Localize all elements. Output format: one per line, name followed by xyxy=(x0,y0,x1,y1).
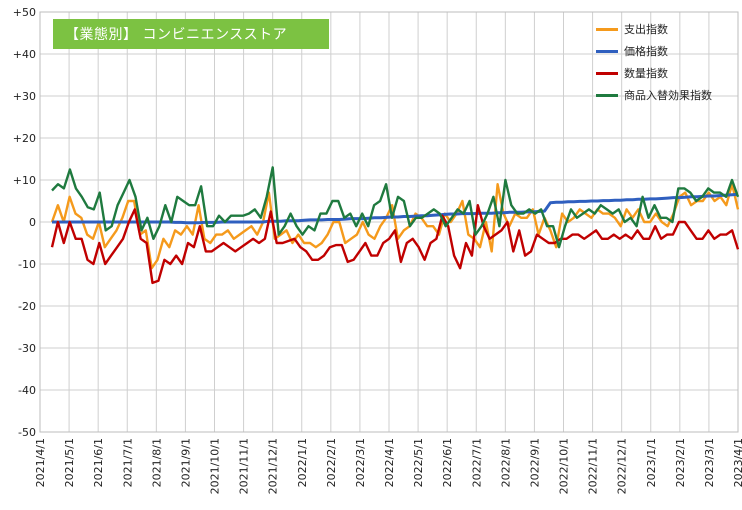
x-tick-label: 2021/7/1 xyxy=(121,438,134,487)
x-tick-label: 2021/9/1 xyxy=(179,438,192,487)
legend-label-price: 価格指数 xyxy=(624,45,668,58)
x-tick-label: 2022/3/1 xyxy=(354,438,367,487)
series-line-2 xyxy=(50,203,740,285)
x-tick-label: 2022/6/1 xyxy=(441,438,454,487)
x-tick-label: 2023/4/1 xyxy=(732,438,742,487)
y-tick-label: +20 xyxy=(13,132,36,145)
x-tick-label: 2022/10/1 xyxy=(558,438,571,494)
series-line-0 xyxy=(50,182,740,270)
x-tick-label: 2021/8/1 xyxy=(150,438,163,487)
legend-label-spending: 支出指数 xyxy=(624,23,668,36)
y-tick-label: -20 xyxy=(18,300,36,313)
x-tick-label: 2022/2/1 xyxy=(325,438,338,487)
y-tick-label: +50 xyxy=(13,6,36,19)
legend-swatch-replacement xyxy=(596,93,618,97)
x-tick-label: 2022/11/1 xyxy=(587,438,600,494)
y-tick-label: -50 xyxy=(18,426,36,439)
y-tick-label: +10 xyxy=(13,174,36,187)
x-tick-label: 2023/2/1 xyxy=(674,438,687,487)
y-tick-label: -30 xyxy=(18,342,36,355)
legend-item-quantity: 数量指数 xyxy=(596,62,712,84)
x-tick-label: 2022/4/1 xyxy=(383,438,396,487)
legend-swatch-spending xyxy=(596,27,618,31)
plot-border xyxy=(39,11,739,433)
x-axis-ticks: 2021/4/1 2021/5/1 2021/6/1 2021/7/1 2021/8/1… xyxy=(34,438,742,494)
series-line-3 xyxy=(51,166,740,249)
y-tick-label: 0 xyxy=(29,216,36,229)
legend-swatch-quantity xyxy=(596,71,618,75)
x-tick-label: 2022/12/1 xyxy=(616,438,629,494)
legend-item-price: 価格指数 xyxy=(596,40,712,62)
y-tick-label: +40 xyxy=(13,48,36,61)
x-tick-label: 2022/9/1 xyxy=(528,438,541,487)
legend: 支出指数 価格指数 数量指数 商品入替効果指数 xyxy=(596,18,712,106)
y-tick-label: -40 xyxy=(18,384,36,397)
x-tick-label: 2021/5/1 xyxy=(63,438,76,487)
x-tick-label: 2021/4/1 xyxy=(34,438,47,487)
x-tick-label: 2022/8/1 xyxy=(499,438,512,487)
x-tick-label: 2022/7/1 xyxy=(470,438,483,487)
legend-label-quantity: 数量指数 xyxy=(624,67,668,80)
legend-item-spending: 支出指数 xyxy=(596,18,712,40)
x-tick-label: 2021/10/1 xyxy=(209,438,222,494)
series-line-1 xyxy=(52,192,739,225)
x-tick-label: 2021/12/1 xyxy=(267,438,280,494)
y-tick-label: -10 xyxy=(18,258,36,271)
x-tick-label: 2023/3/1 xyxy=(703,438,716,487)
chart-title: 【業態別】 コンビニエンスストア xyxy=(53,19,329,49)
x-tick-label: 2021/11/1 xyxy=(238,438,251,494)
x-tick-label: 2023/1/1 xyxy=(645,438,658,487)
y-tick-label: +30 xyxy=(13,90,36,103)
legend-label-replacement: 商品入替効果指数 xyxy=(624,89,712,102)
x-tick-label: 2021/6/1 xyxy=(92,438,105,487)
legend-item-replacement: 商品入替効果指数 xyxy=(596,84,712,106)
x-tick-label: 2022/1/1 xyxy=(296,438,309,487)
legend-swatch-price xyxy=(596,49,618,53)
x-tick-label: 2022/5/1 xyxy=(412,438,425,487)
y-axis-ticks: +50 +40 +30 +20 +10 0 -10 -20 -30 -40 -50 xyxy=(13,6,36,439)
series-lines xyxy=(50,166,740,285)
